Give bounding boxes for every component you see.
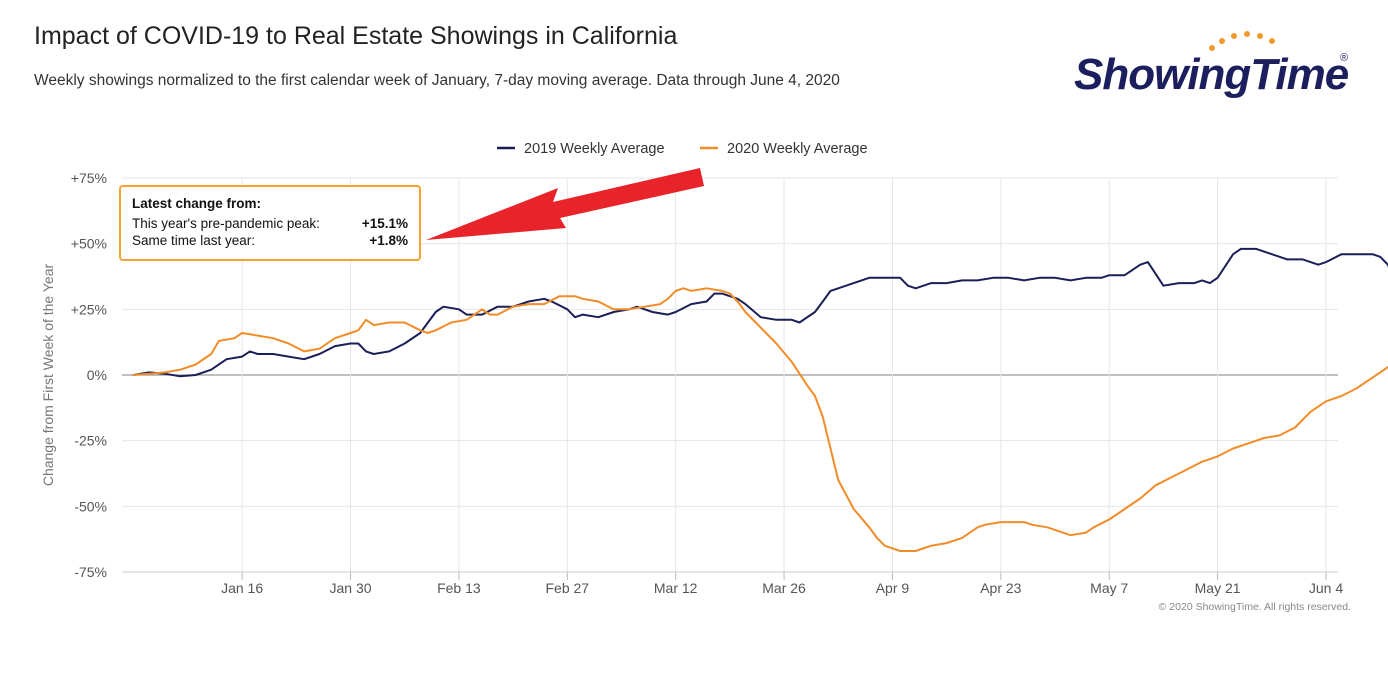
- callout-arrow-shape: [426, 168, 704, 240]
- showingtime-logo: ShowingTime ®: [1074, 30, 1364, 112]
- y-tick-label: +25%: [71, 301, 107, 317]
- x-tick-label: Feb 27: [545, 580, 589, 596]
- y-tick-label: -75%: [74, 564, 107, 580]
- logo-registered-mark: ®: [1340, 52, 1349, 64]
- x-tick-label: Apr 23: [980, 580, 1021, 596]
- chart-axes: +75% +50% +25% 0% -25% -50% -75% Jan 16 Jan 30 Fe…: [40, 170, 1343, 596]
- legend-label: 2019 Weekly Average: [524, 141, 665, 157]
- callout-row-label: This year's pre-pandemic peak:: [132, 216, 320, 231]
- x-tick-label: Jun 4: [1309, 580, 1343, 596]
- logo-dots-icon: [1209, 31, 1275, 51]
- x-tick-label: May 21: [1195, 580, 1241, 596]
- x-tick-label: Feb 13: [437, 580, 481, 596]
- callout-row-value: +15.1%: [361, 216, 408, 231]
- chart-series: [132, 247, 1388, 552]
- latest-change-callout: Latest change from: This year's pre-pand…: [119, 185, 421, 261]
- y-tick-label: -50%: [74, 498, 107, 514]
- chart-legend: 2019 Weekly Average 2020 Weekly Average: [497, 141, 868, 157]
- x-tick-label: Mar 26: [762, 580, 806, 596]
- y-tick-label: +75%: [71, 170, 107, 186]
- x-tick-label: Mar 12: [654, 580, 698, 596]
- copyright-text: © 2020 ShowingTime. All rights reserved.: [1158, 601, 1351, 613]
- page-subtitle: Weekly showings normalized to the first …: [34, 72, 840, 89]
- series-line-2019: [132, 247, 1388, 378]
- y-tick-label: -25%: [74, 433, 107, 449]
- x-tick-label: Apr 9: [876, 580, 910, 596]
- callout-arrow: [426, 168, 704, 240]
- callout-row-last-year: Same time last year: +1.8%: [132, 232, 408, 249]
- legend-label: 2020 Weekly Average: [727, 141, 868, 157]
- x-tick-label: Jan 30: [329, 580, 371, 596]
- page-title: Impact of COVID-19 to Real Estate Showin…: [34, 22, 678, 50]
- x-tick-label: May 7: [1090, 580, 1128, 596]
- series-line-2020: [132, 287, 1388, 552]
- callout-row-peak: This year's pre-pandemic peak: +15.1%: [132, 215, 408, 232]
- logo-wordmark: ShowingTime: [1074, 50, 1349, 99]
- callout-row-value: +1.8%: [369, 233, 408, 248]
- callout-row-label: Same time last year:: [132, 233, 256, 248]
- x-tick-label: Jan 16: [221, 580, 263, 596]
- y-tick-label: 0%: [87, 367, 107, 383]
- y-axis-title: Change from First Week of the Year: [40, 264, 56, 487]
- y-tick-label: +50%: [71, 236, 107, 252]
- callout-heading: Latest change from:: [132, 196, 262, 211]
